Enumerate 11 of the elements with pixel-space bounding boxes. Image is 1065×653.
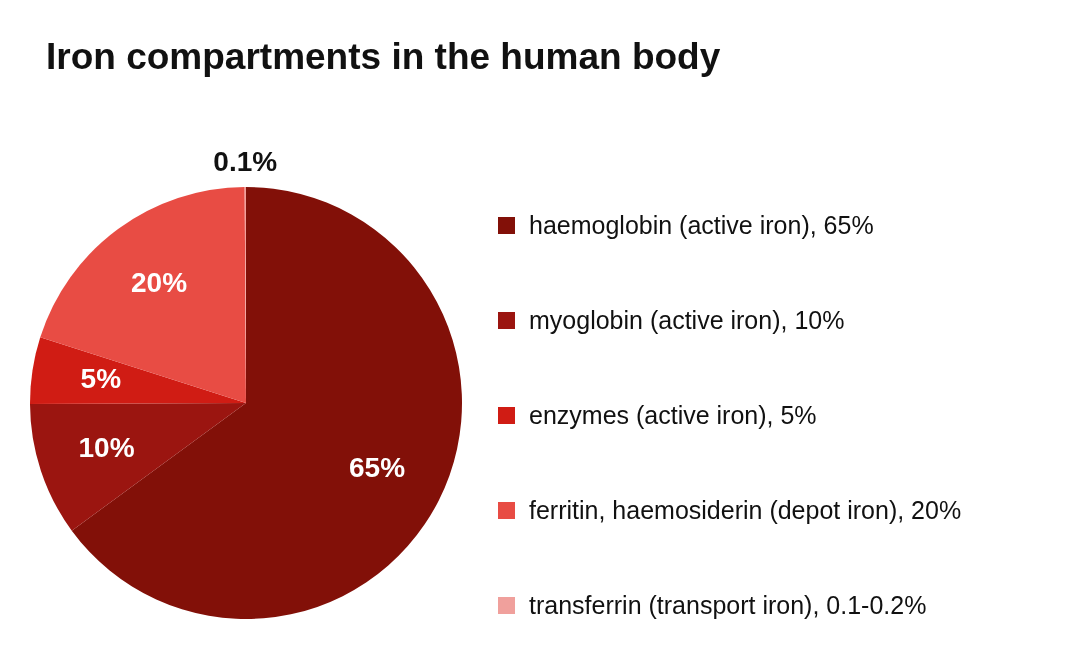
data-label: 10%: [78, 431, 135, 463]
data-label: 0.1%: [213, 145, 278, 177]
data-label: 5%: [80, 363, 122, 395]
data-label: 65%: [348, 452, 406, 484]
legend-label: myoglobin (active iron), 10%: [529, 306, 845, 335]
legend-label: enzymes (active iron), 5%: [529, 401, 817, 430]
chart-title: Iron compartments in the human body: [46, 36, 721, 78]
legend-label: transferrin (transport iron), 0.1-0.2%: [529, 591, 927, 620]
legend-label: haemoglobin (active iron), 65%: [529, 211, 874, 240]
data-label: 20%: [130, 267, 188, 299]
legend-label: ferritin, haemosiderin (depot iron), 20%: [529, 496, 962, 525]
